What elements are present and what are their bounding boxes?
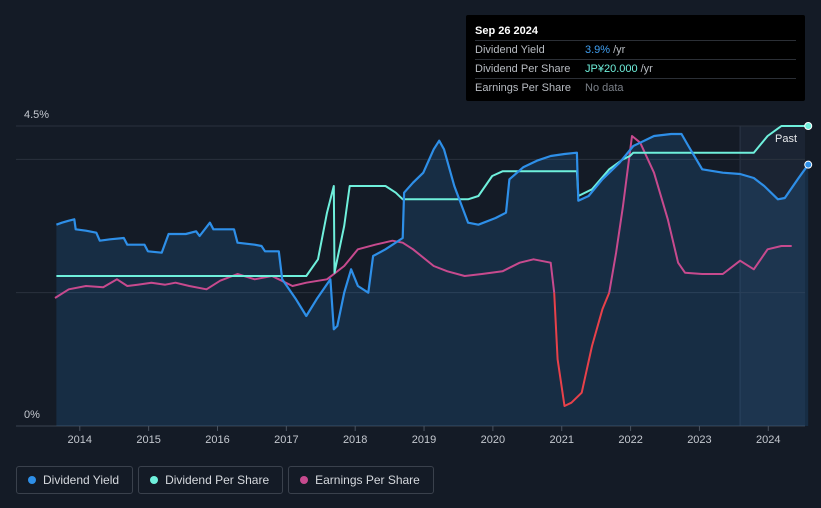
tooltip-value: JP¥20.000 [585,63,638,75]
legend-dot-icon [28,476,36,484]
legend-dot-icon [150,476,159,484]
x-tick-label: 2023 [687,434,711,446]
tooltip-row-earnings-per-share: Earnings Per Share No data [475,78,796,97]
eps-line-negative [553,292,611,407]
tooltip-value: 3.9% [585,44,611,56]
x-tick-label: 2014 [68,434,92,446]
chart-labels: 4.5% 0% Past [24,109,797,421]
tooltip-label: Earnings Per Share [475,82,571,94]
x-tick-label: 2018 [343,434,367,446]
eps-line [54,239,556,299]
tooltip-value: No data [585,82,624,94]
y-label-min: 0% [24,409,40,421]
x-tick-label: 2016 [205,434,229,446]
tooltip-row-dividend-yield: Dividend Yield 3.9% /yr [475,40,796,59]
x-tick-label: 2020 [481,434,505,446]
eps-line [608,135,792,293]
x-tick-label: 2021 [549,434,573,446]
legend-item-dividend-per-share[interactable]: Dividend Per Share [138,466,284,494]
series-lines [54,122,813,407]
legend-label: Earnings Per Share [315,473,420,487]
past-label: Past [775,133,797,145]
tooltip-label: Dividend Per Share [475,63,571,75]
x-axis: 2014 2015 2016 2017 2018 2019 2020 2021 2022 2023… [68,426,781,446]
x-tick-label: 2024 [756,434,780,446]
tooltip-unit: /yr [640,63,653,75]
x-tick-label: 2022 [618,434,642,446]
legend: Dividend Yield Dividend Per Share Earnin… [16,466,434,494]
yield-area-fill [56,134,809,426]
x-tick-label: 2019 [412,434,436,446]
legend-item-earnings-per-share[interactable]: Earnings Per Share [288,466,434,494]
past-region [740,126,805,426]
tooltip-unit: /yr [613,44,626,56]
legend-label: Dividend Yield [43,473,120,487]
legend-label: Dividend Per Share [165,473,270,487]
x-tick-label: 2015 [136,434,160,446]
tooltip-row-dividend-per-share: Dividend Per Share JP¥20.000 /yr [475,59,796,78]
legend-item-dividend-yield[interactable]: Dividend Yield [16,466,134,494]
yield-end-marker [804,160,813,169]
yield-line [56,132,810,331]
grid-lines [16,125,805,427]
dps-end-marker [804,122,813,130]
y-label-max: 4.5% [24,109,49,121]
dps-line [56,125,809,277]
legend-dot-icon [300,476,309,484]
tooltip-panel: Sep 26 2024 Dividend Yield 3.9% /yr Divi… [466,15,805,101]
tooltip-date: Sep 26 2024 [475,25,538,37]
x-tick-label: 2017 [274,434,298,446]
chart-background [739,126,805,426]
tooltip-label: Dividend Yield [475,44,545,56]
yield-area [56,134,809,426]
